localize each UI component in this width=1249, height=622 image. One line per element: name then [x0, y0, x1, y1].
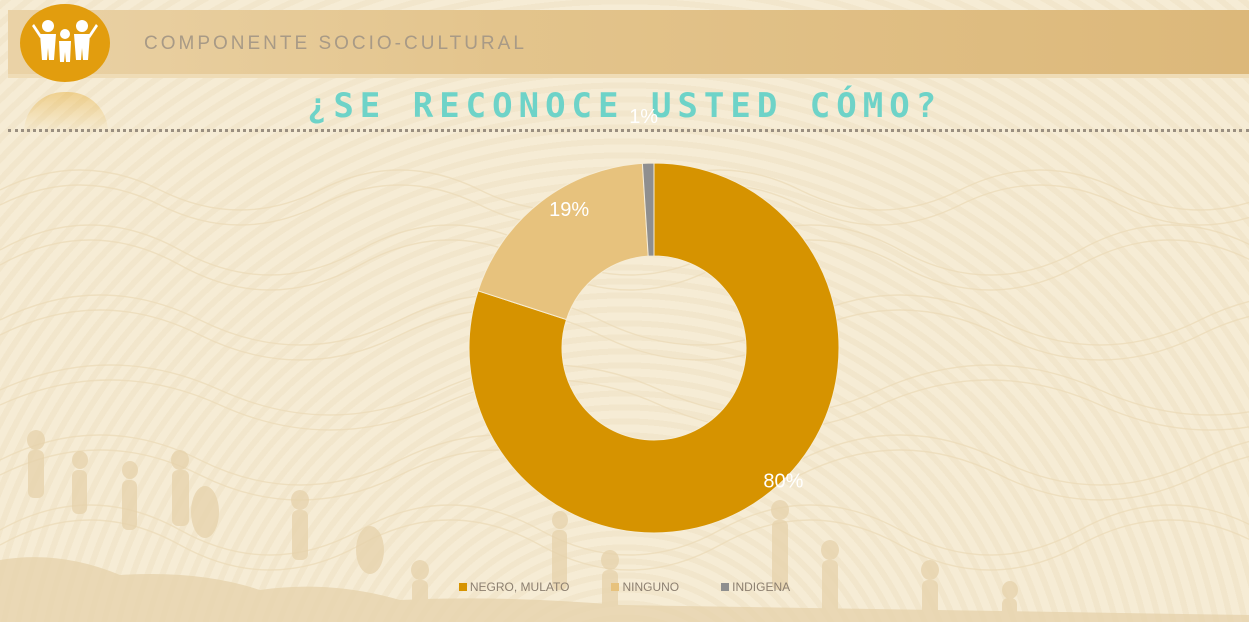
people-group-icon [20, 4, 110, 82]
legend-item: INDIGENA [721, 580, 790, 594]
legend-label: INDIGENA [732, 580, 791, 594]
legend-item: NEGRO, MULATO [458, 580, 570, 594]
data-label: 19% [549, 199, 589, 221]
chart-legend: NEGRO, MULATO NINGUNO INDIGENA [0, 580, 1249, 594]
header-band [8, 10, 1249, 74]
dotted-divider [8, 129, 1249, 132]
chart-title: ¿SE RECONOCE USTED CÓMO? [306, 86, 943, 126]
legend-label: NINGUNO [622, 580, 680, 594]
header-band-edge [8, 74, 1249, 78]
donut-slice-negro-mulato [468, 162, 840, 534]
section-title: COMPONENTE SOCIO-CULTURAL [144, 33, 527, 54]
legend-swatch [458, 583, 467, 591]
data-label: 1% [629, 106, 658, 128]
donut-slice-indigena [641, 162, 655, 257]
legend-label: NEGRO, MULATO [469, 580, 570, 594]
donut-slice-ninguno [477, 162, 649, 321]
legend-item: NINGUNO [611, 580, 679, 594]
data-label: 80% [763, 470, 803, 492]
dancing-figures-silhouettes [0, 430, 1249, 622]
legend-swatch [611, 583, 620, 591]
legend-swatch [721, 583, 730, 591]
